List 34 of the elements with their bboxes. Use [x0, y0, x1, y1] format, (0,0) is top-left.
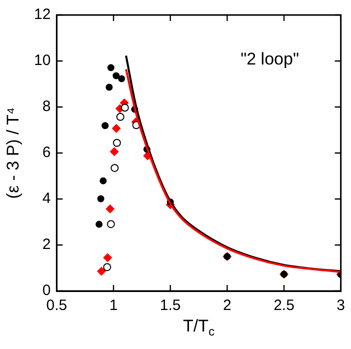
- y-tick-label: 4: [42, 190, 51, 208]
- point: [120, 104, 129, 112]
- y-tick-label: 2: [42, 236, 51, 254]
- point: [112, 72, 120, 80]
- x-tick-label: 3: [336, 297, 345, 314]
- point: [110, 164, 119, 172]
- point: [97, 195, 104, 202]
- point: [107, 64, 114, 72]
- y-tick-label: 6: [42, 144, 51, 162]
- point: [103, 263, 112, 272]
- point: [110, 147, 119, 156]
- point: [102, 122, 109, 130]
- point: [103, 253, 112, 262]
- x-tick-label: 1.5: [160, 297, 181, 314]
- y-axis-title: (ε - 3 P) / T⁴: [4, 107, 23, 199]
- x-tick-label: 2.5: [274, 297, 294, 314]
- y-tick-label: 10: [34, 52, 51, 70]
- annotation: "2 loop": [240, 50, 299, 69]
- point: [118, 75, 126, 82]
- y-tick-label: 8: [42, 98, 51, 116]
- x-tick-label: 1: [109, 297, 118, 314]
- point: [112, 124, 121, 133]
- point: [112, 138, 121, 147]
- point: [106, 84, 113, 91]
- y-tick-label: 12: [34, 6, 51, 24]
- x-tick-label: 0.5: [46, 297, 68, 314]
- point: [116, 112, 124, 121]
- point: [96, 220, 103, 228]
- point: [100, 177, 107, 184]
- point: [106, 220, 115, 228]
- y-tick-label: 0: [42, 282, 51, 300]
- x-tick-label: 2: [223, 297, 232, 314]
- point: [106, 204, 115, 214]
- point: [96, 266, 106, 276]
